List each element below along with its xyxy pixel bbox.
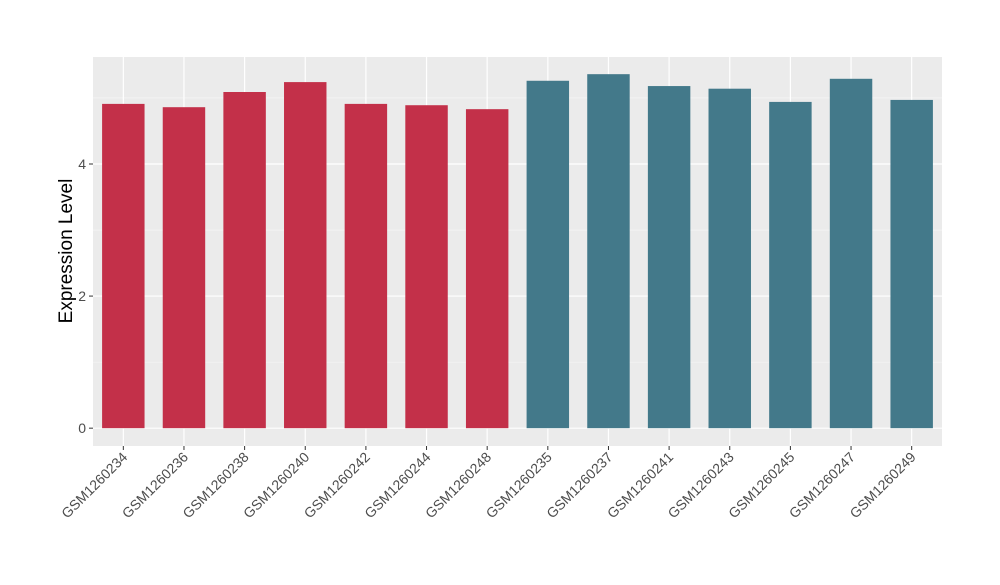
bar-GSM1260243 <box>708 88 751 429</box>
bar-GSM1260240 <box>284 82 327 429</box>
bar-GSM1260242 <box>344 103 388 429</box>
bar-GSM1260237 <box>587 74 630 429</box>
bar-GSM1260245 <box>769 101 812 429</box>
y-axis-label: Expression Level <box>56 179 77 324</box>
bars <box>102 74 933 429</box>
bar-GSM1260241 <box>647 86 691 429</box>
bar-GSM1260249 <box>890 99 933 429</box>
bar-GSM1260244 <box>405 105 448 429</box>
x-axis: GSM1260234GSM1260236GSM1260238GSM1260240… <box>58 446 919 521</box>
y-axis: 0 2 4 <box>78 156 93 436</box>
bar-GSM1260234 <box>102 103 145 429</box>
bar-GSM1260238 <box>223 92 266 429</box>
y-tick-label: 2 <box>78 288 86 304</box>
bar-GSM1260247 <box>829 78 873 429</box>
plot-panel <box>93 57 942 446</box>
y-tick-label: 4 <box>78 156 86 172</box>
bar-GSM1260236 <box>162 107 206 429</box>
bar-GSM1260235 <box>526 80 570 429</box>
bar-GSM1260248 <box>465 109 509 429</box>
y-tick-label: 0 <box>78 420 86 436</box>
